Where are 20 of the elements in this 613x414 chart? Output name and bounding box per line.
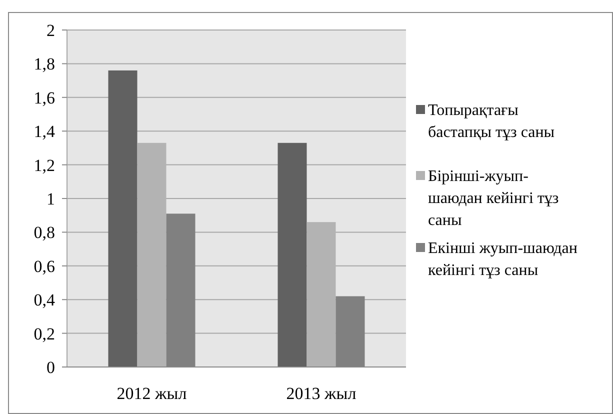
x-tick-label: 2013 жыл: [286, 384, 357, 403]
y-tick-label: 1,4: [34, 122, 56, 142]
y-tick-label: 0,8: [34, 223, 55, 242]
legend-label: Бірінші-жуып-шаюдан кейінгі тұз саны: [428, 168, 559, 229]
y-tick-label: 1,8: [34, 54, 55, 74]
legend-label: Екінші жуып-шаюдан кейінгі тұз саны: [428, 240, 578, 279]
y-tick-label: 0,2: [34, 324, 55, 344]
bar: [137, 142, 166, 367]
bar: [108, 70, 138, 367]
y-tick-label: 0,4: [34, 290, 56, 310]
legend-label: Топырақтағы бастапқы тұз саны: [428, 102, 555, 141]
x-tick-label: 2012 жыл: [116, 384, 188, 403]
y-tick-label: 1,6: [34, 88, 55, 108]
y-tick-label: 1,2: [34, 156, 55, 175]
y-tick-label: 0,6: [34, 256, 55, 276]
bar: [306, 222, 336, 367]
y-tick-label: 1: [46, 189, 55, 208]
bar: [278, 142, 307, 367]
y-tick-label: 0: [46, 358, 55, 377]
y-tick-label: 2: [46, 20, 55, 40]
